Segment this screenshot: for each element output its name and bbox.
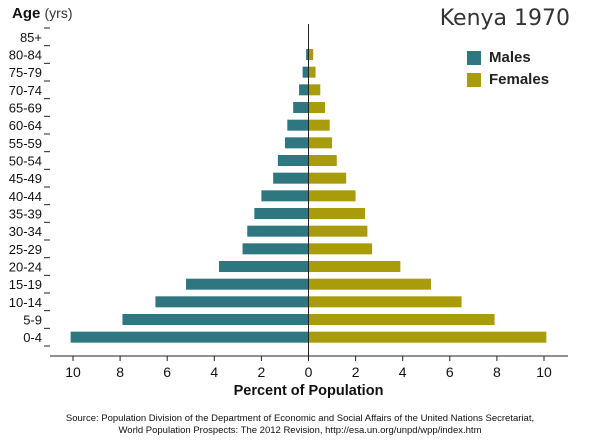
y-tick-label-40-44: 40-44 bbox=[9, 189, 42, 204]
legend-swatch-males bbox=[467, 50, 481, 65]
x-tick-label: 4 bbox=[210, 364, 218, 380]
bar-females-10-14 bbox=[308, 296, 462, 308]
bar-females-0-4 bbox=[308, 331, 547, 343]
legend-item-females: Females bbox=[467, 71, 549, 88]
x-tick-label: 10 bbox=[65, 364, 81, 380]
bar-males-50-54 bbox=[277, 155, 309, 166]
bar-females-80-84 bbox=[308, 49, 314, 60]
source-line-1: Source: Population Division of the Depar… bbox=[65, 413, 535, 424]
x-tick-label: 8 bbox=[493, 364, 501, 380]
y-tick-label-25-29: 25-29 bbox=[9, 242, 42, 257]
x-tick-label: 2 bbox=[258, 364, 266, 380]
y-tick-label-75-79: 75-79 bbox=[9, 65, 42, 80]
y-tick-label-80-84: 80-84 bbox=[9, 48, 42, 63]
bar-males-80-84 bbox=[306, 49, 309, 60]
legend-label-males: Males bbox=[489, 49, 531, 66]
bar-males-70-74 bbox=[299, 84, 309, 96]
bar-females-30-34 bbox=[308, 225, 368, 237]
y-tick-label-30-34: 30-34 bbox=[9, 224, 42, 239]
bar-males-35-39 bbox=[254, 208, 309, 219]
source-note: Source: Population Division of the Depar… bbox=[0, 413, 600, 437]
y-tick-label-15-19: 15-19 bbox=[9, 277, 42, 292]
x-tick-label: 6 bbox=[446, 364, 454, 380]
bar-females-35-39 bbox=[308, 208, 366, 219]
y-tick-label-0-4: 0-4 bbox=[23, 330, 42, 345]
y-tick-label-65-69: 65-69 bbox=[9, 101, 42, 116]
bar-males-25-29 bbox=[242, 243, 309, 255]
legend-item-males: Males bbox=[467, 49, 531, 66]
bar-males-65-69 bbox=[293, 102, 309, 113]
bar-females-20-24 bbox=[308, 261, 401, 272]
x-tick-label: 2 bbox=[352, 364, 360, 380]
x-tick-label: 0 bbox=[305, 364, 313, 380]
x-tick-label: 8 bbox=[116, 364, 124, 380]
bar-females-60-64 bbox=[308, 119, 330, 131]
bar-males-60-64 bbox=[287, 119, 309, 131]
bar-males-30-34 bbox=[247, 225, 309, 237]
chart-title: Kenya 1970 bbox=[439, 6, 570, 31]
bar-males-40-44 bbox=[261, 190, 309, 202]
bar-females-65-69 bbox=[308, 102, 325, 113]
legend-swatch-females bbox=[467, 72, 481, 87]
y-tick-label-70-74: 70-74 bbox=[9, 83, 42, 98]
y-tick-label-50-54: 50-54 bbox=[9, 154, 42, 169]
bar-females-70-74 bbox=[308, 84, 321, 96]
y-axis-title-label: Age bbox=[12, 5, 41, 22]
x-tick-label: 4 bbox=[399, 364, 407, 380]
bar-males-10-14 bbox=[155, 296, 309, 308]
bar-females-25-29 bbox=[308, 243, 373, 255]
bar-females-45-49 bbox=[308, 172, 347, 184]
x-tick-label: 10 bbox=[536, 364, 552, 380]
bar-females-5-9 bbox=[308, 314, 495, 325]
bar-males-15-19 bbox=[186, 278, 309, 290]
x-tick-label: 6 bbox=[163, 364, 171, 380]
bar-males-5-9 bbox=[122, 314, 309, 325]
bar-males-0-4 bbox=[70, 331, 309, 343]
y-tick-label-5-9: 5-9 bbox=[23, 313, 42, 328]
bar-males-45-49 bbox=[273, 172, 309, 184]
bar-females-40-44 bbox=[308, 190, 356, 202]
y-tick-label-10-14: 10-14 bbox=[9, 295, 42, 310]
bar-males-20-24 bbox=[219, 261, 309, 272]
y-tick-label-60-64: 60-64 bbox=[9, 118, 42, 133]
y-tick-label-55-59: 55-59 bbox=[9, 136, 42, 151]
y-axis-title: Age (yrs) bbox=[12, 5, 73, 22]
bar-females-15-19 bbox=[308, 278, 431, 290]
y-tick-label-85+: 85+ bbox=[20, 30, 42, 45]
y-tick-label-35-39: 35-39 bbox=[9, 207, 42, 222]
y-axis-title-unit: (yrs) bbox=[44, 5, 73, 21]
bar-females-55-59 bbox=[308, 137, 333, 149]
legend-label-females: Females bbox=[489, 71, 550, 88]
source-line-2: World Population Prospects: The 2012 Rev… bbox=[118, 425, 482, 436]
bar-females-75-79 bbox=[308, 66, 316, 78]
bar-males-75-79 bbox=[302, 66, 309, 78]
x-axis-title: Percent of Population bbox=[234, 383, 384, 399]
y-tick-label-20-24: 20-24 bbox=[9, 260, 42, 275]
y-tick-label-45-49: 45-49 bbox=[9, 171, 42, 186]
bar-males-55-59 bbox=[284, 137, 309, 149]
bar-females-50-54 bbox=[308, 155, 337, 166]
